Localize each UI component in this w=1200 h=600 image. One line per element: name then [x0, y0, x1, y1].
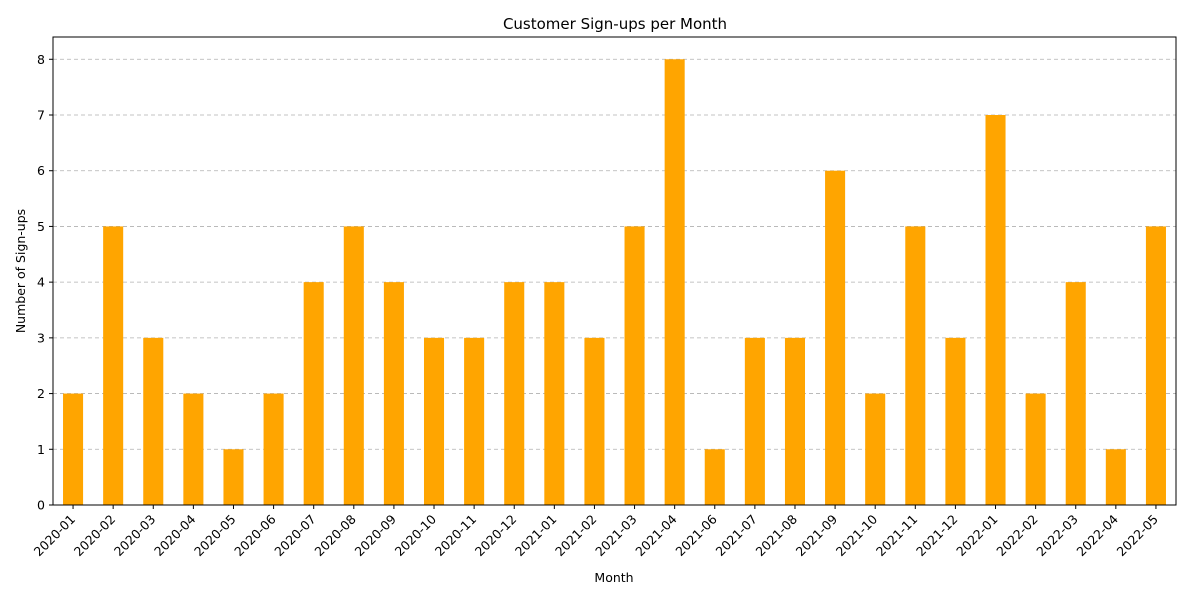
x-tick-label: 2020-04 — [151, 511, 199, 559]
bar — [183, 393, 204, 505]
x-tick-label: 2020-11 — [432, 512, 480, 560]
bar — [865, 393, 886, 505]
x-tick-label: 2020-01 — [31, 512, 79, 560]
bar — [945, 337, 966, 505]
x-tick-label: 2021-02 — [552, 512, 600, 560]
bar — [1065, 282, 1086, 505]
bar — [744, 337, 765, 505]
bar — [1145, 226, 1166, 505]
y-tick-label: 1 — [37, 442, 45, 457]
x-tick-label: 2022-03 — [1033, 512, 1081, 560]
x-tick-label: 2020-07 — [271, 512, 319, 560]
bar — [464, 337, 485, 505]
x-tick-label: 2021-07 — [712, 512, 760, 560]
x-axis-label: Month — [594, 570, 633, 585]
y-axis-ticks: 0 1 2 3 4 5 6 7 8 — [37, 52, 53, 513]
bar — [905, 226, 926, 505]
bar — [664, 59, 685, 506]
bar — [263, 393, 284, 505]
x-tick-label: 2021-10 — [833, 511, 881, 559]
bar — [303, 282, 324, 505]
x-tick-label: 2020-05 — [191, 512, 239, 560]
x-tick-label: 2022-01 — [953, 512, 1001, 560]
bar — [624, 226, 645, 505]
x-tick-label: 2022-05 — [1114, 512, 1162, 560]
bar — [1025, 393, 1046, 505]
x-tick-label: 2020-03 — [111, 512, 159, 560]
x-tick-label: 2020-08 — [311, 511, 359, 559]
x-tick-label: 2021-12 — [913, 512, 961, 560]
bar — [504, 282, 525, 505]
y-tick-label: 5 — [37, 219, 45, 234]
bar — [63, 393, 84, 505]
bar — [383, 282, 404, 505]
y-tick-label: 6 — [37, 163, 45, 178]
bar — [143, 337, 164, 505]
bar — [825, 170, 846, 505]
x-tick-label: 2020-06 — [231, 511, 279, 559]
y-tick-label: 3 — [37, 330, 45, 345]
x-tick-label: 2021-11 — [873, 512, 921, 560]
y-tick-label: 2 — [37, 386, 45, 401]
x-tick-label: 2021-08 — [753, 511, 801, 559]
bar — [103, 226, 124, 505]
y-axis-label: Number of Sign-ups — [13, 209, 28, 333]
bar — [343, 226, 364, 505]
y-tick-label: 0 — [37, 498, 45, 513]
x-tick-label: 2020-10 — [392, 511, 440, 559]
plot-frame — [52, 36, 1177, 506]
bar-layer — [63, 59, 1166, 506]
y-tick-label: 8 — [37, 52, 45, 67]
x-tick-label: 2022-02 — [993, 512, 1041, 560]
x-tick-label: 2020-12 — [472, 512, 520, 560]
bar — [544, 282, 565, 505]
x-tick-label: 2021-09 — [793, 511, 841, 559]
x-axis-ticks: 2020-012020-022020-032020-042020-052020-… — [31, 505, 1161, 559]
x-tick-label: 2020-09 — [351, 511, 399, 559]
bar — [985, 115, 1006, 505]
bar — [584, 337, 605, 505]
bar — [223, 449, 244, 505]
bar — [784, 337, 806, 505]
chart-title: Customer Sign-ups per Month — [503, 15, 727, 33]
x-tick-label: 2021-06 — [672, 511, 720, 559]
y-tick-label: 4 — [37, 275, 45, 290]
y-tick-label: 7 — [37, 108, 45, 123]
x-tick-label: 2021-01 — [512, 512, 560, 560]
bar — [704, 449, 725, 505]
grid-layer — [53, 58, 1176, 450]
bar — [1105, 449, 1126, 505]
x-tick-label: 2021-03 — [592, 512, 640, 560]
x-tick-label: 2020-02 — [71, 512, 119, 560]
bar — [423, 337, 445, 505]
x-tick-label: 2021-04 — [632, 511, 680, 559]
x-tick-label: 2022-04 — [1073, 511, 1121, 559]
